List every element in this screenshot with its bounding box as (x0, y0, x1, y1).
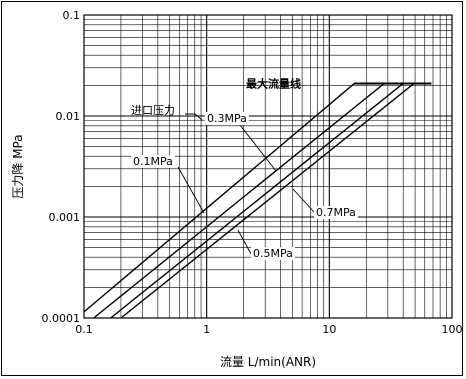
leader-line (239, 124, 277, 172)
x-axis-label: 流量 L/min(ANR) (220, 355, 316, 369)
label-0-7mpa: 0.7MPa (316, 206, 356, 219)
series-lines (83, 82, 432, 319)
y-tick-label: 0.1 (63, 9, 81, 22)
label-0-5mpa: 0.5MPa (253, 247, 293, 260)
leader-line (185, 113, 203, 121)
y-axis-label: 压力降 MPa (11, 134, 25, 198)
x-tick-label: 100 (442, 323, 463, 336)
x-tick-label: 10 (322, 323, 336, 336)
series-line (120, 82, 415, 319)
y-tick-label: 0.01 (56, 110, 81, 123)
x-tick-label: 1 (203, 323, 210, 336)
series-line (110, 82, 404, 319)
tick-labels: 0.1 1 10 100 0.0001 0.001 0.01 0.1 (42, 9, 463, 336)
label-0-1mpa: 0.1MPa (133, 155, 173, 168)
grid (84, 15, 452, 318)
plot-area (83, 14, 453, 319)
series-line (93, 82, 385, 319)
label-leaders (177, 113, 315, 255)
inlet-pressure-label: 进口压力 (131, 104, 175, 117)
label-0-3mpa: 0.3MPa (207, 112, 247, 125)
y-tick-label: 0.001 (49, 211, 81, 224)
series-line (83, 82, 355, 313)
max-flow-label: 最大流量线 (246, 76, 301, 90)
leader-line (177, 166, 205, 214)
x-tick-label: 0.1 (75, 323, 93, 336)
leader-line (292, 188, 315, 213)
y-tick-label: 0.0001 (42, 312, 81, 325)
leader-line (237, 229, 252, 255)
